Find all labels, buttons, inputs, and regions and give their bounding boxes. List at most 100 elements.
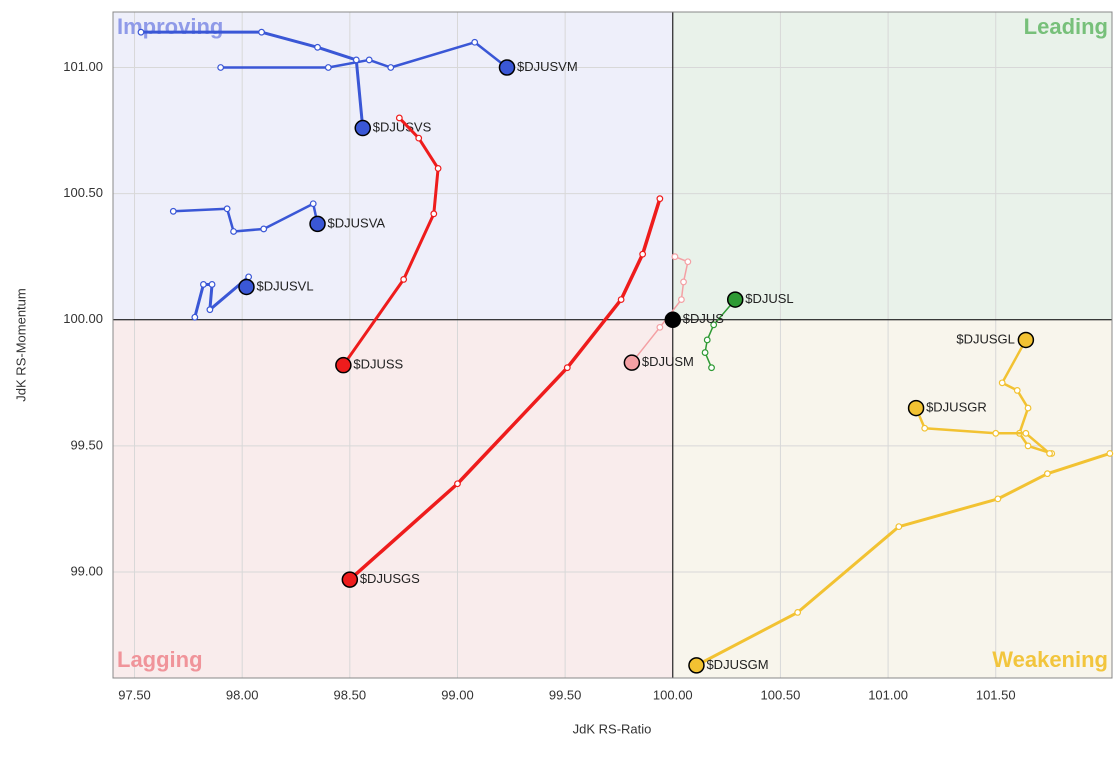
quadrant-label: Improving: [117, 14, 223, 39]
trail-line: [219, 41, 509, 69]
series-label: $DJUSGS: [360, 571, 420, 586]
quadrant-background: [113, 12, 673, 320]
trail-point: [895, 523, 903, 531]
series: $DJUSVL: [191, 273, 314, 321]
trail-point: [137, 28, 145, 36]
trail-point: [191, 313, 199, 321]
series-label: $DJUSVM: [517, 59, 578, 74]
y-tick-label: 101.00: [63, 59, 103, 74]
trail-point: [200, 281, 207, 288]
trail-point: [998, 379, 1006, 387]
trail-point: [260, 225, 268, 233]
series: $DJUSL: [701, 291, 794, 372]
y-tick-label: 100.00: [63, 311, 103, 326]
trail-point: [563, 364, 571, 372]
trail-point: [701, 349, 709, 356]
head-marker: [1017, 331, 1035, 349]
trail-point: [208, 281, 216, 288]
quadrant-background: [672, 319, 1112, 678]
y-tick-label: 99.50: [70, 437, 103, 452]
series: $DJUSGR: [907, 399, 1053, 457]
trail-point: [671, 253, 679, 261]
head-marker: [688, 657, 705, 674]
trail-point: [230, 228, 237, 235]
series: $DJUSVM: [217, 38, 578, 76]
quadrant-background: [113, 319, 673, 678]
trail-point: [324, 64, 332, 71]
x-tick-label: 100.50: [761, 687, 801, 702]
series: $DJUSGS: [341, 195, 664, 588]
trail-point: [206, 306, 214, 314]
series-label: $DJUSGL: [956, 331, 1015, 346]
head-marker: [354, 119, 371, 137]
trail-point: [1013, 387, 1021, 394]
x-tick-label: 99.50: [549, 687, 582, 702]
head-marker: [238, 278, 255, 296]
trail-point: [1022, 429, 1030, 437]
x-tick-label: 98.00: [226, 687, 259, 702]
series-label: $DJUSL: [745, 291, 793, 306]
trail-point: [680, 278, 687, 286]
trail-point: [1024, 404, 1032, 412]
trail-point: [387, 64, 395, 71]
quadrant-label: Weakening: [992, 647, 1108, 672]
trail-point: [258, 28, 265, 36]
series: $DJUS: [664, 311, 725, 329]
x-tick-label: 99.00: [441, 687, 474, 702]
head-marker: [309, 215, 326, 233]
trail-point: [656, 323, 664, 331]
trail-point: [223, 205, 231, 213]
series-label: $DJUSS: [353, 357, 403, 372]
series: $DJUSVA: [169, 200, 386, 235]
trail-point: [617, 296, 625, 303]
series-label: $DJUSGM: [706, 657, 768, 672]
quadrant-label: Leading: [1024, 14, 1108, 39]
trail-point: [454, 480, 461, 488]
plot-frame: [112, 11, 1113, 679]
quadrant-background: [672, 12, 1112, 320]
trail-point: [430, 210, 438, 218]
x-tick-label: 97.50: [118, 687, 151, 702]
series-label: $DJUSVA: [328, 215, 386, 230]
series: $DJUSGM: [688, 450, 1114, 674]
trail-point: [684, 258, 692, 266]
trail-point: [794, 609, 802, 616]
x-tick-label: 98.50: [334, 687, 367, 702]
series: $DJUSS: [335, 114, 442, 374]
trail-point: [703, 336, 711, 344]
series: $DJUSM: [623, 253, 694, 371]
x-tick-label: 101.50: [976, 687, 1016, 702]
trail-point: [471, 38, 479, 46]
y-tick-label: 99.00: [70, 563, 103, 578]
series-label: $DJUS: [683, 311, 725, 326]
series-label: $DJUSM: [642, 354, 694, 369]
head-marker: [664, 311, 682, 329]
x-axis-title: JdK RS-Ratio: [573, 721, 652, 736]
trail-point: [352, 56, 360, 64]
trail-line: [172, 202, 319, 233]
head-marker: [623, 354, 641, 371]
y-axis-title: JdK RS-Momentum: [13, 288, 28, 401]
head-marker: [726, 291, 744, 308]
series: $DJUSVS: [137, 28, 432, 137]
trail-point: [1024, 442, 1032, 450]
series-label: $DJUSVL: [256, 278, 313, 293]
trail-point: [677, 296, 685, 303]
trail-line: [341, 116, 440, 367]
trail-line: [694, 451, 1112, 667]
trail-point: [708, 364, 715, 372]
trail-point: [710, 321, 718, 329]
trail-point: [639, 250, 647, 258]
x-tick-label: 101.00: [868, 687, 908, 702]
trail-point: [400, 276, 408, 283]
head-marker: [907, 399, 925, 417]
x-tick-label: 100.00: [653, 687, 693, 702]
trail-point: [1106, 450, 1114, 457]
trail-line: [348, 196, 662, 582]
trail-point: [169, 207, 177, 215]
head-marker: [335, 356, 352, 374]
series-label: $DJUSVS: [373, 119, 432, 134]
trail-point: [1046, 450, 1053, 457]
